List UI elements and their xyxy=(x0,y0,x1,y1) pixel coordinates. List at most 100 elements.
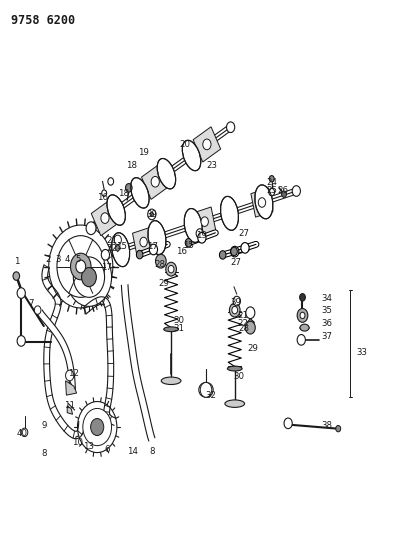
Text: 20: 20 xyxy=(179,140,190,149)
Text: 37: 37 xyxy=(322,332,332,341)
Text: 31: 31 xyxy=(174,324,185,333)
Circle shape xyxy=(57,236,105,297)
Circle shape xyxy=(136,251,143,259)
Circle shape xyxy=(70,253,91,280)
Circle shape xyxy=(66,370,74,381)
Text: 35: 35 xyxy=(322,305,332,314)
Circle shape xyxy=(17,336,25,346)
Text: 25: 25 xyxy=(266,186,277,195)
Text: 29: 29 xyxy=(247,344,258,353)
Polygon shape xyxy=(194,207,216,236)
Circle shape xyxy=(126,183,132,192)
Ellipse shape xyxy=(161,377,181,384)
Polygon shape xyxy=(115,244,121,252)
Text: 8: 8 xyxy=(149,447,154,456)
Circle shape xyxy=(82,268,96,287)
Text: 32: 32 xyxy=(206,391,217,400)
Circle shape xyxy=(231,247,237,256)
Text: 10: 10 xyxy=(73,439,83,448)
Ellipse shape xyxy=(157,158,176,189)
Circle shape xyxy=(101,213,109,223)
Circle shape xyxy=(114,235,122,245)
Text: 29: 29 xyxy=(159,279,170,288)
Ellipse shape xyxy=(107,195,125,225)
Ellipse shape xyxy=(300,324,309,331)
Circle shape xyxy=(155,254,166,268)
Text: 15: 15 xyxy=(116,242,127,251)
Text: 27: 27 xyxy=(230,258,241,266)
Circle shape xyxy=(185,239,192,247)
Polygon shape xyxy=(193,127,221,162)
Text: 23: 23 xyxy=(207,161,218,170)
Circle shape xyxy=(168,265,174,273)
Polygon shape xyxy=(133,228,154,257)
Text: 21: 21 xyxy=(237,311,248,320)
Circle shape xyxy=(101,249,110,260)
Circle shape xyxy=(297,335,305,345)
Text: 16: 16 xyxy=(97,193,108,202)
Ellipse shape xyxy=(112,233,130,266)
Circle shape xyxy=(149,244,157,255)
Circle shape xyxy=(108,177,114,185)
Text: 17: 17 xyxy=(101,263,112,272)
Text: 28: 28 xyxy=(239,324,250,333)
Text: 6: 6 xyxy=(104,446,109,455)
Text: 18: 18 xyxy=(126,161,137,170)
Text: 13: 13 xyxy=(84,442,94,451)
Text: 24: 24 xyxy=(266,178,277,187)
Circle shape xyxy=(284,418,292,429)
Ellipse shape xyxy=(220,196,239,230)
Polygon shape xyxy=(66,381,77,395)
Text: 3: 3 xyxy=(56,255,61,264)
Circle shape xyxy=(227,122,235,133)
Circle shape xyxy=(34,306,41,314)
Circle shape xyxy=(49,225,113,308)
Text: 17: 17 xyxy=(147,242,158,251)
Ellipse shape xyxy=(183,140,201,171)
Text: 5: 5 xyxy=(75,255,81,264)
Circle shape xyxy=(246,307,255,319)
Circle shape xyxy=(300,312,305,319)
Circle shape xyxy=(246,321,255,334)
Circle shape xyxy=(220,251,226,259)
Circle shape xyxy=(21,428,28,437)
Text: 16: 16 xyxy=(176,247,187,256)
Polygon shape xyxy=(141,164,169,199)
Circle shape xyxy=(66,248,112,306)
Ellipse shape xyxy=(255,185,273,219)
Circle shape xyxy=(102,190,107,196)
Circle shape xyxy=(203,139,211,150)
Ellipse shape xyxy=(164,327,178,332)
Polygon shape xyxy=(67,406,73,414)
Circle shape xyxy=(258,198,266,207)
Text: 2: 2 xyxy=(45,255,51,264)
Circle shape xyxy=(77,401,117,453)
Circle shape xyxy=(300,294,305,301)
Text: 39: 39 xyxy=(231,297,241,306)
Text: 30: 30 xyxy=(233,372,244,381)
Text: 4: 4 xyxy=(65,255,70,264)
Text: 39: 39 xyxy=(146,210,157,219)
Text: 21: 21 xyxy=(106,237,117,246)
Text: 9758 6200: 9758 6200 xyxy=(11,14,75,27)
Text: 7: 7 xyxy=(29,299,34,308)
Polygon shape xyxy=(91,200,119,236)
PathPatch shape xyxy=(122,285,155,441)
Text: 15: 15 xyxy=(183,241,194,250)
Circle shape xyxy=(241,243,249,253)
Circle shape xyxy=(281,191,286,197)
Circle shape xyxy=(336,425,341,432)
Circle shape xyxy=(76,260,86,273)
Ellipse shape xyxy=(199,382,213,397)
Circle shape xyxy=(231,246,239,257)
Text: 22: 22 xyxy=(237,319,248,328)
Text: 22: 22 xyxy=(106,245,117,254)
Circle shape xyxy=(17,288,25,298)
Text: 27: 27 xyxy=(239,229,250,238)
Circle shape xyxy=(232,306,238,314)
Text: 18: 18 xyxy=(118,189,129,198)
Ellipse shape xyxy=(227,366,242,371)
Circle shape xyxy=(269,175,274,182)
Text: 30: 30 xyxy=(174,316,185,325)
Text: 38: 38 xyxy=(322,422,332,431)
